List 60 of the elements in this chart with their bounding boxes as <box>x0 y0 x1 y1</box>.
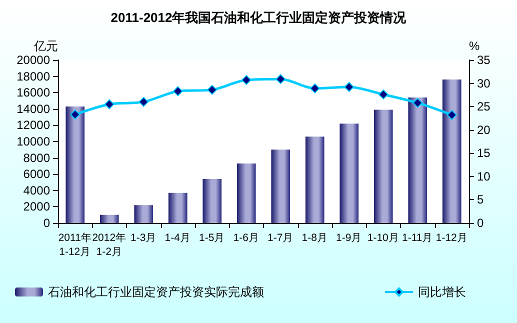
y2-tick-label: 10 <box>477 169 491 184</box>
bar <box>202 178 222 223</box>
point <box>172 86 183 96</box>
point <box>378 89 388 100</box>
chart-title: 2011-2012年我国石油和化工行业固定资产投资情况 <box>110 10 408 25</box>
y2-axis-title: % <box>469 39 480 53</box>
y-tick-label: 14000 <box>16 102 50 116</box>
y-tick-label: 4000 <box>23 183 50 198</box>
bar <box>305 136 324 223</box>
bar <box>134 205 154 223</box>
y-tick-label: 8000 <box>23 150 50 165</box>
x-tick-label: 1-5月 <box>199 232 226 244</box>
y2-tick-label: 20 <box>477 122 491 137</box>
bar <box>408 97 428 223</box>
y2-tick-label: 25 <box>477 100 491 114</box>
y2-tick-label: 0 <box>477 216 484 230</box>
y-tick-label: 12000 <box>16 118 50 132</box>
y2-tick-label: 30 <box>477 76 491 90</box>
point <box>276 74 286 84</box>
point <box>207 84 218 95</box>
point <box>70 109 80 120</box>
y-tick-label: 10000 <box>16 134 50 148</box>
point <box>344 82 354 92</box>
y-tick-label: 20000 <box>16 53 50 67</box>
point <box>412 98 423 108</box>
y-tick-label: 0 <box>43 216 50 230</box>
bar <box>168 192 188 223</box>
x-tick-label: 1-10月 <box>367 232 400 244</box>
y2-tick-label: 15 <box>477 146 491 160</box>
x-tick-label: 1-12月 <box>436 232 468 244</box>
x-tick-label: 2011年 1-12月 <box>58 232 92 258</box>
bar <box>442 80 462 223</box>
y-tick-label: 2000 <box>23 200 50 214</box>
y-tick-label: 6000 <box>23 167 50 182</box>
x-tick-label: 1-11月 <box>402 232 434 244</box>
point <box>138 96 149 107</box>
x-tick-label: 1-3月 <box>130 232 157 244</box>
point <box>310 83 320 94</box>
bar <box>271 150 290 223</box>
bar <box>236 164 256 223</box>
x-tick-label: 1-7月 <box>268 232 294 244</box>
bar <box>100 214 119 223</box>
y2-tick-label: 35 <box>477 53 491 67</box>
x-tick-label: 1-8月 <box>302 232 328 244</box>
x-tick-label: 2012年 1-2月 <box>92 232 127 258</box>
point <box>104 99 114 110</box>
x-tick-label: 1-9月 <box>336 232 362 244</box>
bar <box>66 106 85 223</box>
bar <box>340 124 359 223</box>
y-axis-title: 亿元 <box>33 39 58 53</box>
y-tick-label: 18000 <box>16 69 50 84</box>
x-tick-label: 1-6月 <box>233 232 260 244</box>
y2-tick-label: 5 <box>477 192 484 207</box>
bar <box>374 110 393 223</box>
point <box>241 75 252 86</box>
legend-label: 石油和化工行业固定资产投资实际完成额 <box>48 285 264 299</box>
y-tick-label: 16000 <box>16 86 50 100</box>
x-tick-label: 1-4月 <box>164 232 191 244</box>
point <box>446 110 457 120</box>
legend-label: 同比增长 <box>418 285 466 299</box>
